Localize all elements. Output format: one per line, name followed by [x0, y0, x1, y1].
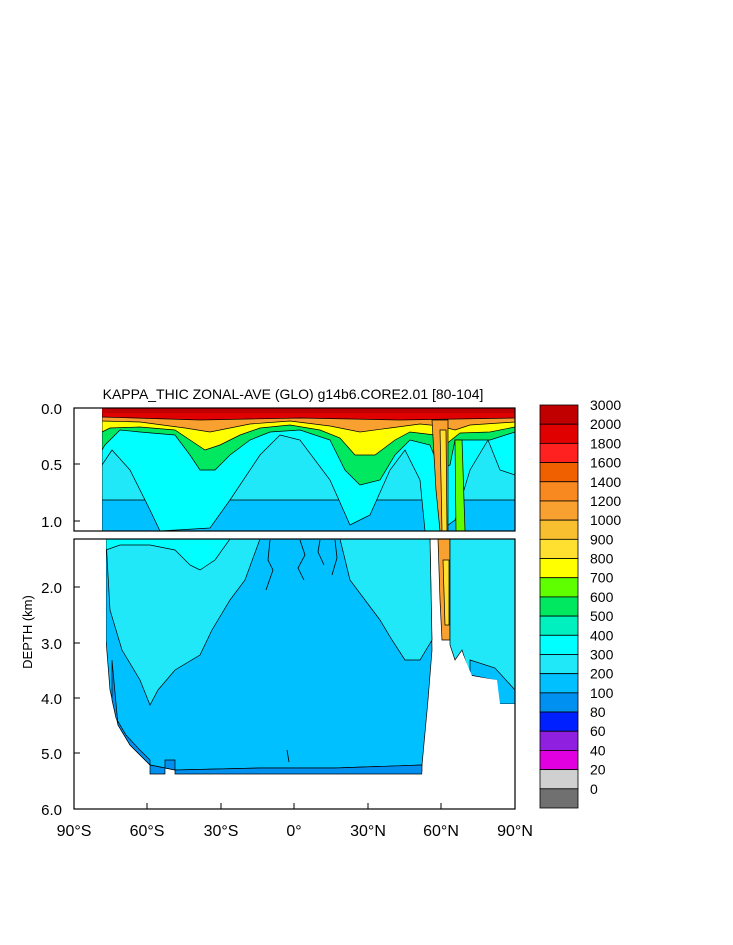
colorbar-swatch — [539, 404, 579, 425]
colorbar-swatch — [539, 711, 579, 732]
y-axis-title: DEPTH (km) — [20, 595, 35, 669]
chart-title: KAPPA_THIC ZONAL-AVE (GLO) g14b6.CORE2.0… — [103, 386, 484, 402]
contour-fill-400-lower — [105, 539, 231, 571]
contour-fill-300-lower — [105, 539, 261, 706]
colorbar-label: 40 — [590, 742, 606, 758]
colorbar: 3000200018001600140012001000900800700600… — [539, 397, 621, 809]
colorbar-swatch — [539, 673, 579, 694]
colorbar-swatch — [539, 634, 579, 655]
colorbar-swatch — [539, 730, 579, 751]
upper-panel-frame — [73, 407, 516, 532]
x-axis — [73, 803, 516, 809]
deep-column-yellow — [442, 559, 450, 626]
colorbar-swatch — [539, 654, 579, 675]
upper-panel — [74, 408, 515, 531]
colorbar-swatch — [539, 692, 579, 713]
colorbar-label: 0 — [590, 781, 598, 797]
colorbar-swatch — [539, 769, 579, 790]
colorbar-label: 400 — [590, 627, 614, 643]
column-green — [454, 439, 466, 531]
x-tick-label: 60°N — [423, 823, 459, 840]
colorbar-swatch — [539, 423, 579, 444]
y-axis — [74, 407, 80, 810]
y-tick-label: 0.0 — [41, 401, 62, 418]
colorbar-label: 60 — [590, 723, 606, 739]
land-antarctica-lower — [74, 539, 106, 809]
colorbar-swatch — [539, 788, 579, 809]
colorbar-label: 100 — [590, 685, 614, 701]
colorbar-label: 500 — [590, 608, 614, 624]
colorbar-label: 1800 — [590, 435, 621, 451]
colorbar-label: 1600 — [590, 455, 621, 471]
colorbar-label: 800 — [590, 551, 614, 567]
colorbar-swatch — [539, 596, 579, 617]
x-tick-label: 0° — [286, 823, 301, 840]
y-tick-label: 6.0 — [41, 802, 62, 819]
colorbar-swatch — [539, 481, 579, 502]
x-tick-label: 90°N — [497, 823, 533, 840]
high-kappa-core — [439, 429, 448, 531]
colorbar-label: 200 — [590, 666, 614, 682]
y-tick-label: 1.0 — [41, 514, 62, 531]
colorbar-swatch — [539, 538, 579, 559]
eq-noise — [265, 539, 338, 763]
colorbar-swatch — [539, 442, 579, 463]
colorbar-swatch — [539, 500, 579, 521]
x-tick-label: 60°S — [130, 823, 165, 840]
colorbar-label: 3000 — [590, 397, 621, 413]
colorbar-label: 1000 — [590, 512, 621, 528]
land-antarctica-top — [74, 408, 102, 531]
contour-fill-300-lower-n — [339, 539, 433, 661]
y-tick-label: 5.0 — [41, 746, 62, 763]
y-tick-label: 3.0 — [41, 636, 62, 653]
lower-panel — [74, 539, 515, 809]
x-tick-label: 90°S — [57, 823, 92, 840]
colorbar-label: 700 — [590, 570, 614, 586]
y-tick-label: 4.0 — [41, 691, 62, 708]
y-tick-label: 2.0 — [41, 580, 62, 597]
contour-fill-3000 — [102, 408, 515, 413]
colorbar-swatch — [539, 750, 579, 771]
x-tick-label: 30°N — [350, 823, 386, 840]
colorbar-label: 80 — [590, 704, 606, 720]
ridge-land — [422, 650, 515, 809]
colorbar-label: 600 — [590, 589, 614, 605]
colorbar-label: 1200 — [590, 493, 621, 509]
colorbar-label: 1400 — [590, 474, 621, 490]
colorbar-label: 300 — [590, 646, 614, 662]
x-tick-label: 30°S — [204, 823, 239, 840]
y-tick-label: 0.5 — [41, 457, 62, 474]
colorbar-swatch — [539, 577, 579, 598]
colorbar-swatch — [539, 462, 579, 483]
colorbar-label: 900 — [590, 531, 614, 547]
colorbar-swatch — [539, 519, 579, 540]
colorbar-label: 20 — [590, 762, 606, 778]
colorbar-swatch — [539, 558, 579, 579]
colorbar-swatch — [539, 615, 579, 636]
colorbar-label: 2000 — [590, 416, 621, 432]
contour-fill-100-floor — [111, 659, 423, 775]
